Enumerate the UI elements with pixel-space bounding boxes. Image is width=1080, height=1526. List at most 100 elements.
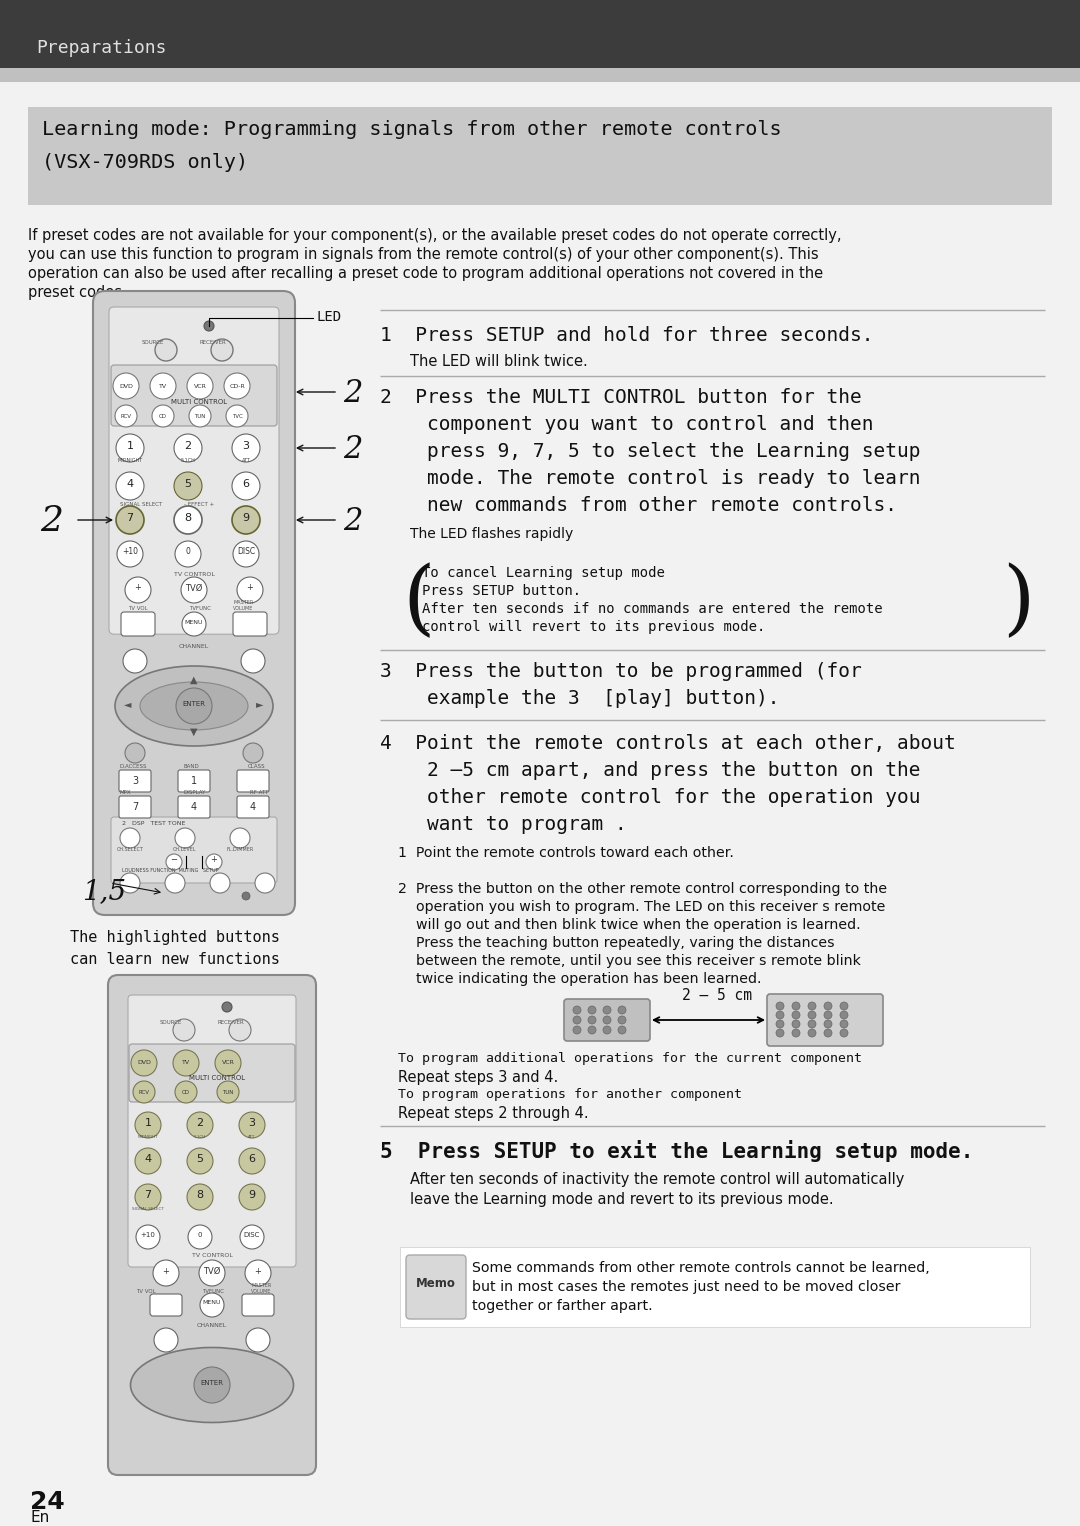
Circle shape — [777, 1012, 784, 1019]
Text: DISPLAY: DISPLAY — [184, 790, 206, 795]
Circle shape — [187, 1184, 213, 1210]
Text: CD: CD — [159, 414, 167, 418]
Text: will go out and then blink twice when the operation is learned.: will go out and then blink twice when th… — [399, 919, 861, 932]
Circle shape — [840, 1003, 848, 1010]
Text: TVØ: TVØ — [203, 1267, 220, 1276]
Text: RECEIVER: RECEIVER — [218, 1019, 245, 1025]
Circle shape — [237, 577, 264, 603]
FancyBboxPatch shape — [242, 1294, 274, 1315]
Text: MULTI CONTROL: MULTI CONTROL — [189, 1074, 245, 1080]
Text: SOURCE: SOURCE — [160, 1019, 183, 1025]
Text: component you want to control and then: component you want to control and then — [380, 415, 874, 433]
Text: TV: TV — [159, 383, 167, 389]
Text: you can use this function to program in signals from the remote control(s) of yo: you can use this function to program in … — [28, 247, 819, 262]
Circle shape — [136, 1225, 160, 1248]
Text: 2: 2 — [343, 378, 363, 409]
Text: CD: CD — [183, 1090, 190, 1094]
Text: operation you wish to program. The LED on this receiver s remote: operation you wish to program. The LED o… — [399, 900, 886, 914]
Text: 3: 3 — [243, 441, 249, 452]
Circle shape — [181, 577, 207, 603]
Text: 9: 9 — [248, 1190, 256, 1199]
Circle shape — [123, 649, 147, 673]
Text: +: + — [163, 1267, 170, 1276]
Text: +10: +10 — [140, 1231, 156, 1238]
Text: Press SETUP button.: Press SETUP button. — [422, 584, 581, 598]
Text: TV CONTROL: TV CONTROL — [174, 572, 215, 577]
Text: 1,5: 1,5 — [82, 877, 126, 905]
Text: Some commands from other remote controls cannot be learned,: Some commands from other remote controls… — [472, 1260, 930, 1276]
Text: CH.SELECT: CH.SELECT — [117, 847, 144, 852]
Circle shape — [777, 1019, 784, 1029]
Circle shape — [226, 404, 248, 427]
Text: D.ACCESS: D.ACCESS — [120, 765, 148, 769]
Circle shape — [240, 1225, 264, 1248]
Text: preset codes.: preset codes. — [28, 285, 126, 301]
Text: 2: 2 — [185, 441, 191, 452]
Text: leave the Learning mode and revert to its previous mode.: leave the Learning mode and revert to it… — [410, 1192, 834, 1207]
Circle shape — [174, 472, 202, 501]
Circle shape — [588, 1025, 596, 1035]
Text: can learn new functions: can learn new functions — [70, 952, 280, 967]
Text: RF ATT: RF ATT — [249, 790, 268, 795]
Circle shape — [183, 612, 206, 636]
Circle shape — [222, 1003, 232, 1012]
Text: Press the teaching button repeatedly, varing the distances: Press the teaching button repeatedly, va… — [399, 935, 835, 951]
Circle shape — [187, 372, 213, 398]
Text: 4: 4 — [145, 1154, 151, 1164]
Bar — [0, 69, 1080, 82]
Circle shape — [603, 1016, 611, 1024]
Text: twice indicating the operation has been learned.: twice indicating the operation has been … — [399, 972, 761, 986]
Text: MIDNIGHT: MIDNIGHT — [118, 458, 143, 462]
Text: LOUDNESS FUNCTION  MUTING   SETUP: LOUDNESS FUNCTION MUTING SETUP — [122, 868, 218, 873]
Bar — [0, 0, 1080, 69]
Text: The LED flashes rapidly: The LED flashes rapidly — [410, 526, 573, 542]
Text: MIDNIGHT: MIDNIGHT — [137, 1135, 159, 1138]
Circle shape — [246, 1328, 270, 1352]
Text: but in most cases the remotes just need to be moved closer: but in most cases the remotes just need … — [472, 1280, 901, 1294]
Circle shape — [175, 1080, 197, 1103]
FancyBboxPatch shape — [406, 1254, 465, 1318]
Text: - EFFECT +: - EFFECT + — [184, 502, 214, 507]
Circle shape — [206, 855, 222, 870]
FancyBboxPatch shape — [129, 995, 296, 1267]
Text: CHANNEL: CHANNEL — [179, 644, 210, 649]
Circle shape — [153, 1260, 179, 1286]
Circle shape — [229, 1019, 251, 1041]
Circle shape — [174, 433, 202, 462]
Text: VCR: VCR — [193, 383, 206, 389]
Text: 2  Press the button on the other remote control corresponding to the: 2 Press the button on the other remote c… — [399, 882, 887, 896]
Text: ATT: ATT — [248, 1135, 256, 1138]
Circle shape — [210, 873, 230, 893]
Text: TVFUNC: TVFUNC — [202, 1289, 224, 1294]
Text: 3: 3 — [132, 777, 138, 786]
Text: To program operations for another component: To program operations for another compon… — [399, 1088, 742, 1100]
Bar — [0, 204, 1080, 224]
Bar — [400, 1247, 1030, 1328]
Circle shape — [840, 1029, 848, 1038]
Text: 7: 7 — [132, 803, 138, 812]
Text: Repeat steps 3 and 4.: Repeat steps 3 and 4. — [399, 1070, 558, 1085]
Text: +: + — [255, 1267, 261, 1276]
Text: BAND: BAND — [184, 765, 200, 769]
Text: ▼: ▼ — [190, 726, 198, 737]
Text: The highlighted buttons: The highlighted buttons — [70, 929, 280, 945]
Circle shape — [232, 472, 260, 501]
Text: 1: 1 — [126, 441, 134, 452]
Text: After ten seconds of inactivity the remote control will automatically: After ten seconds of inactivity the remo… — [410, 1172, 904, 1187]
Text: −: − — [171, 856, 177, 865]
FancyBboxPatch shape — [111, 365, 276, 426]
Text: operation can also be used after recalling a preset code to program additional o: operation can also be used after recalli… — [28, 266, 823, 281]
Text: 2: 2 — [343, 507, 363, 537]
Circle shape — [188, 1225, 212, 1248]
Text: between the remote, until you see this receiver s remote blink: between the remote, until you see this r… — [399, 954, 861, 967]
Text: 2: 2 — [40, 504, 63, 539]
Text: RECEIVER: RECEIVER — [200, 340, 227, 345]
Text: ATT: ATT — [242, 458, 251, 462]
Circle shape — [824, 1029, 832, 1038]
Text: DISC: DISC — [244, 1231, 260, 1238]
Text: +: + — [246, 583, 254, 592]
Circle shape — [232, 433, 260, 462]
Circle shape — [603, 1006, 611, 1013]
Text: ENTER: ENTER — [183, 700, 205, 707]
Text: 6: 6 — [243, 479, 249, 488]
